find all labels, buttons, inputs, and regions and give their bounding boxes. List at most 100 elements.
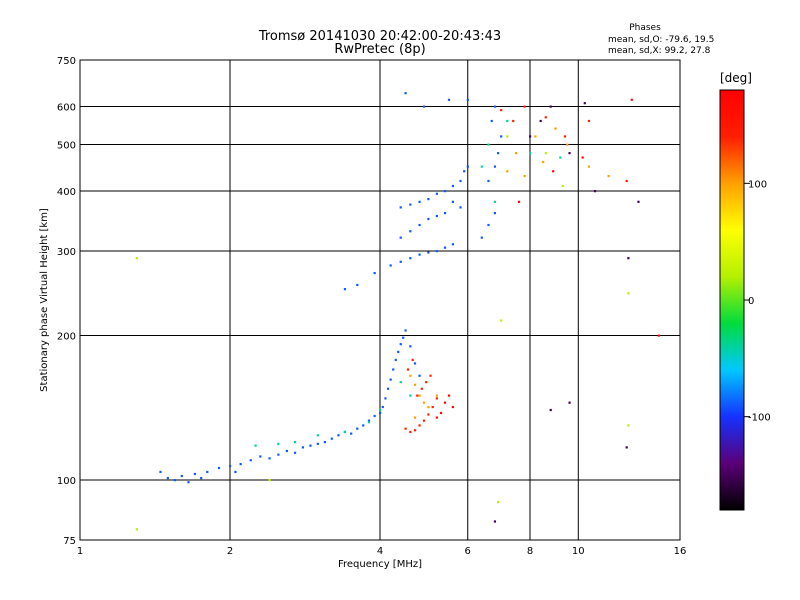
data-point	[166, 476, 169, 480]
data-point	[627, 424, 630, 427]
data-point	[443, 190, 447, 193]
data-point	[180, 474, 183, 478]
x-axis-ticks: 1 2 4 6 8 10 16	[77, 546, 687, 557]
data-point	[447, 98, 451, 101]
data-point	[399, 343, 402, 346]
data-point	[496, 152, 500, 155]
data-point	[490, 119, 493, 123]
data-points	[135, 92, 660, 531]
data-point	[406, 368, 410, 371]
colorbar-tick-label: 0	[748, 296, 754, 307]
data-point	[316, 442, 319, 445]
data-point	[630, 98, 633, 101]
data-point	[523, 174, 526, 178]
data-point	[534, 135, 537, 138]
x-axis-label: Frequency [MHz]	[338, 559, 422, 570]
data-point	[451, 200, 455, 203]
data-point	[418, 200, 421, 203]
x-tick-label: 2	[227, 546, 233, 557]
data-point	[135, 257, 138, 260]
data-point	[607, 174, 610, 178]
data-point	[316, 434, 319, 437]
colorbar-tick-label: 100	[748, 179, 767, 190]
data-point	[173, 479, 177, 482]
data-point	[356, 427, 359, 430]
data-point	[552, 170, 555, 173]
chart-title: Tromsø 20141030 20:42:00-20:43:43	[258, 29, 501, 44]
data-point	[427, 413, 430, 416]
data-point	[512, 119, 515, 123]
data-point	[529, 152, 532, 155]
data-point	[625, 446, 628, 449]
data-point	[399, 236, 402, 239]
data-point	[399, 260, 402, 263]
data-point	[435, 394, 438, 397]
data-point	[487, 223, 490, 227]
data-point	[420, 387, 423, 390]
data-point	[409, 374, 412, 377]
data-point	[206, 470, 209, 474]
data-point	[487, 143, 490, 146]
data-point	[217, 466, 221, 470]
data-point	[409, 230, 412, 233]
data-point	[466, 98, 469, 101]
y-tick-label: 600	[57, 103, 76, 114]
data-point	[409, 257, 412, 260]
data-point	[493, 200, 497, 203]
data-point	[480, 236, 483, 239]
data-point	[544, 152, 547, 155]
data-point	[657, 334, 660, 337]
x-tick-label: 16	[674, 546, 687, 557]
data-point	[493, 105, 497, 108]
data-point	[413, 416, 417, 419]
data-point	[451, 184, 455, 188]
data-point	[277, 453, 280, 456]
x-tick-label: 8	[527, 546, 533, 557]
data-point	[566, 143, 569, 146]
data-point	[413, 362, 417, 365]
data-point	[559, 156, 562, 159]
data-point	[496, 500, 500, 504]
data-point	[239, 462, 242, 466]
data-point	[439, 411, 443, 415]
x-tick-label: 1	[77, 546, 83, 557]
y-tick-label: 100	[57, 476, 76, 487]
data-point	[529, 135, 532, 138]
data-point	[451, 243, 455, 246]
data-point	[373, 414, 376, 418]
data-point	[404, 329, 407, 332]
data-point	[425, 381, 428, 384]
data-point	[480, 165, 483, 168]
data-point	[409, 345, 412, 348]
data-point	[466, 165, 469, 168]
data-point	[362, 424, 365, 427]
data-point	[493, 212, 497, 215]
data-point	[373, 271, 376, 275]
data-point	[568, 401, 571, 404]
data-point	[413, 383, 417, 386]
data-point	[268, 479, 271, 482]
data-point	[343, 288, 347, 291]
stats-line-o: mean, sd,O: -79.6, 19.5	[608, 35, 714, 45]
data-point	[517, 200, 521, 203]
data-point	[418, 223, 421, 227]
data-point	[323, 441, 327, 444]
data-point	[506, 135, 509, 138]
data-point	[625, 179, 628, 183]
data-point	[384, 397, 387, 400]
data-point	[379, 408, 382, 412]
x-tick-label: 4	[377, 546, 383, 557]
data-point	[627, 292, 630, 295]
data-point	[399, 206, 402, 209]
data-point	[493, 520, 497, 523]
plot-frame	[79, 59, 681, 541]
stats-heading: Phases	[629, 23, 661, 33]
data-point	[627, 257, 630, 260]
data-point	[500, 135, 503, 138]
data-point	[293, 441, 297, 444]
data-point	[443, 401, 447, 404]
x-tick-label: 10	[572, 546, 585, 557]
data-point	[418, 374, 421, 377]
data-point	[367, 421, 371, 424]
